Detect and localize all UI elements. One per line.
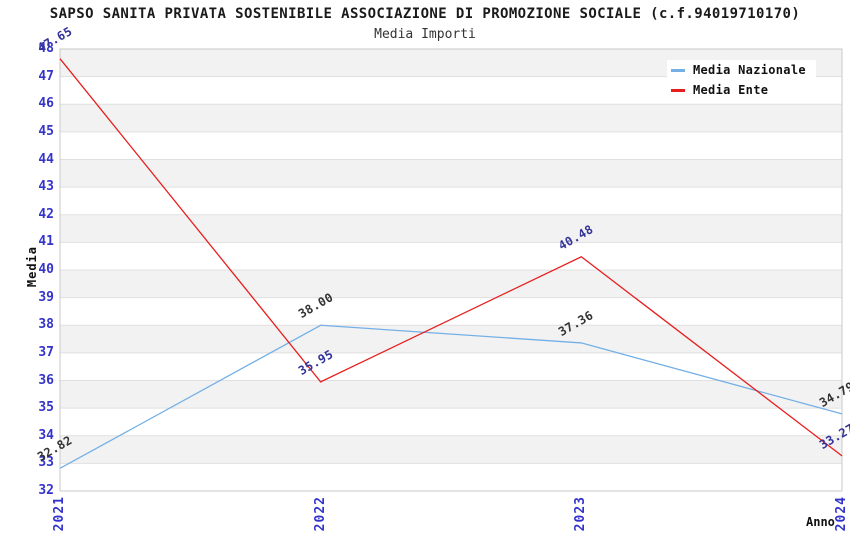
y-axis-title: Media [25,246,39,288]
chart-title: SAPSO SANITA PRIVATA SOSTENIBILE ASSOCIA… [49,6,801,22]
chart-legend: Media Nazionale Media Ente [667,60,816,100]
chart-subtitle: Media Importi [374,27,476,42]
legend-line-swatch-ente-icon [671,88,685,92]
legend-item-media-ente: Media Ente [667,80,779,100]
plot-band [60,214,842,243]
plot-band [60,104,842,132]
plot-band [60,435,842,464]
x-axis-title: Anno [806,515,835,529]
legend-label-media-nazionale: Media Nazionale [693,63,806,77]
plot-border [59,48,843,492]
series-line-media-ente [59,58,843,457]
plot-band [60,325,842,353]
legend-line-swatch-nazionale-icon [671,68,685,72]
plot-band [60,270,842,298]
plot-band [60,380,842,409]
plot-band [60,159,842,188]
legend-item-media-nazionale: Media Nazionale [667,60,816,80]
series-line-media-nazionale [59,324,843,469]
legend-label-media-ente: Media Ente [693,83,769,97]
